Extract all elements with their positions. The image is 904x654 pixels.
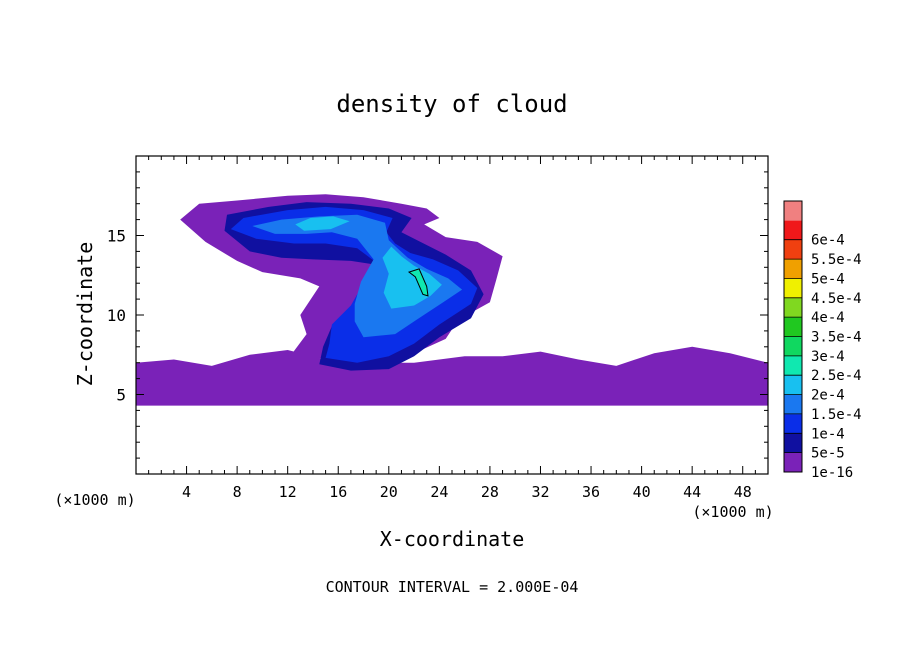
- y-axis-title: Z-coordinate: [73, 242, 97, 387]
- region-core-2-5e-4: [409, 268, 428, 296]
- x-unit-label-right: (×1000 m): [692, 503, 773, 521]
- y-tick-label: 10: [107, 306, 126, 325]
- x-tick-label: 36: [582, 483, 600, 501]
- y-tick-labels: 5 10 15: [107, 227, 126, 405]
- y-tick-label: 15: [107, 227, 126, 246]
- region-core-1e-4: [230, 206, 478, 363]
- chart-title: density of cloud: [336, 90, 567, 118]
- contour-interval-note: CONTOUR INTERVAL = 2.000E-04: [326, 578, 579, 596]
- x-tick-label: 12: [279, 483, 297, 501]
- x-tick-label: 24: [430, 483, 448, 501]
- colorbar-swatch: [784, 201, 802, 221]
- colorbar-swatch: [784, 317, 802, 337]
- core-contour-line: [407, 268, 429, 297]
- cloud-density-regions: [136, 194, 768, 406]
- colorbar-swatch: [784, 297, 802, 318]
- colorbar-label: 5e-5: [811, 446, 845, 462]
- y-tick-label: 5: [116, 386, 126, 405]
- colorbar-label: 6e-4: [811, 233, 845, 249]
- colorbar-swatch: [784, 355, 802, 376]
- colorbar-label: 1e-4: [811, 426, 845, 442]
- colorbar-label: 1e-16: [811, 465, 853, 481]
- x-tick-label: 40: [633, 483, 651, 501]
- plot-frame: [135, 155, 769, 475]
- x-tick-label: 16: [329, 483, 347, 501]
- colorbar-label: 1.5e-4: [811, 407, 862, 423]
- colorbar-label: 3.5e-4: [811, 330, 862, 346]
- colorbar-label: 4.5e-4: [811, 291, 862, 307]
- colorbar-label: 3e-4: [811, 349, 845, 365]
- colorbar-swatch: [784, 336, 802, 357]
- x-tick-label: 32: [531, 483, 549, 501]
- region-core-1-5e-4: [252, 214, 463, 338]
- x-tick-labels: 4 8 12 16 20 24 28 32 36 40 44 48: [182, 483, 752, 501]
- x-unit-label-left: (×1000 m): [54, 491, 135, 509]
- colorbar-label: 2.5e-4: [811, 368, 862, 384]
- colorbar-swatch: [784, 394, 802, 415]
- x-tick-label: 8: [233, 483, 242, 501]
- x-tick-label: 4: [182, 483, 191, 501]
- axis-ticks: [136, 156, 768, 474]
- colorbar-swatch: [784, 220, 802, 241]
- colorbar-swatch: [784, 375, 802, 395]
- x-tick-label: 20: [380, 483, 398, 501]
- x-tick-label: 44: [683, 483, 701, 501]
- colorbar-swatch: [784, 278, 802, 299]
- colorbar-swatch: [784, 413, 802, 434]
- colorbar: 1e-16 5e-5 1e-4 1.5e-4 2e-4 2.5e-4 3e-4 3.5e-4 4…: [783, 200, 862, 481]
- colorbar-label: 5.5e-4: [811, 252, 862, 268]
- region-core-2e-4-upper: [295, 216, 350, 231]
- x-axis-title: X-coordinate: [380, 527, 525, 551]
- region-lower-cloud-layer: [136, 346, 768, 406]
- colorbar-swatch: [784, 433, 802, 453]
- colorbar-swatch: [784, 239, 802, 260]
- colorbar-label: 2e-4: [811, 388, 845, 404]
- colorbar-swatch: [784, 452, 802, 473]
- x-tick-label: 48: [734, 483, 752, 501]
- colorbar-label: 5e-4: [811, 271, 845, 287]
- x-tick-label: 28: [481, 483, 499, 501]
- colorbar-swatch: [784, 259, 802, 279]
- colorbar-label: 4e-4: [811, 310, 845, 326]
